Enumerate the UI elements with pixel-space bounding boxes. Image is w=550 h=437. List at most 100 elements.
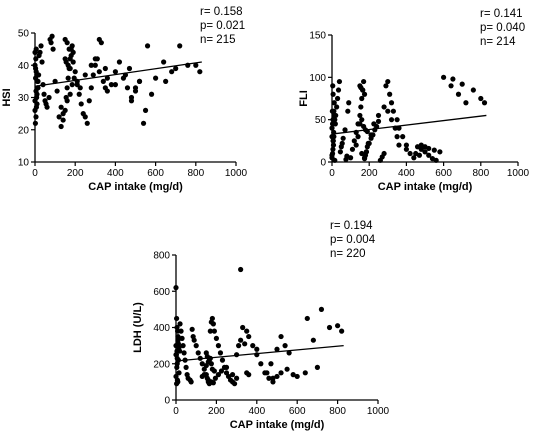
ldh-data-point [278,333,284,340]
fli-data-point [342,127,348,133]
hsi-data-point [72,69,78,75]
fli-data-point [426,152,432,158]
fli-data-point [345,108,351,114]
fli-data-point [481,100,488,106]
hsi-data-point [70,49,76,55]
ldh-data-point [326,324,333,331]
ldh-y-tick-label: 400 [153,323,170,334]
hsi-data-point [36,72,42,78]
fli-data-point [403,146,409,152]
hsi-data-point [65,75,71,81]
fli-x-tick-label: 400 [398,168,415,179]
hsi-data-point [177,43,183,49]
ldh-data-point [254,346,260,352]
fli-data-point [368,132,374,138]
hsi-data-point [193,62,199,68]
fli-data-point [363,149,370,155]
hsi-data-point [112,69,118,75]
ldh-data-point [180,343,186,349]
ldh-data-point [282,343,288,349]
fli-data-point [353,142,359,148]
fli-data-point [351,138,357,144]
ldh-data-point [286,350,292,356]
ldh-data-point [268,361,274,367]
fli-data-point [371,121,377,127]
fli-data-point [359,150,365,157]
hsi-data-point [77,85,83,91]
ldh-data-point [246,372,252,378]
fli-y-tick-label: 150 [309,31,326,42]
ldh-x-tick-label: 400 [248,406,265,417]
hsi-data-point [92,62,98,68]
hsi-data-point [98,40,104,46]
ldh-data-point [178,328,184,334]
fli-data-point [396,142,402,148]
ldh-data-point [231,381,238,387]
hsi-data-point [88,85,94,91]
ldh-y-axis-label: LDH (U/L) [132,302,144,353]
hsi-data-point [128,98,135,104]
hsi-data-point [108,82,114,88]
ldh-data-point [339,328,345,334]
hsi-data-point [69,82,75,88]
fli-data-point [385,108,391,114]
hsi-x-axis-label: CAP intake (mg/d) [88,181,183,193]
ldh-data-point [179,335,185,341]
ldh-data-point [229,372,236,378]
hsi-data-point [136,78,143,84]
fli-data-point [365,140,371,146]
hsi-data-point [66,46,72,52]
fli-y-ticks: 0 50 100 150 [309,31,332,169]
panel-fli: 0 200 400 600 800 1000 0 50 100 150 CAP intake (… [298,8,530,193]
fli-data-point [396,125,402,131]
fli-data-point [336,78,343,85]
hsi-fit-line [34,61,202,87]
fli-data-point [332,117,338,123]
ldh-y-tick-label: 800 [153,251,170,262]
ldh-data-point [215,343,222,349]
hsi-y-tick-label: 50 [18,29,30,40]
fli-stat-p: p= 0.040 [480,22,525,34]
ldh-data-point [310,337,316,343]
hsi-data-point [78,101,84,107]
hsi-x-tick-label: 600 [147,168,164,179]
hsi-data-point [70,59,76,65]
hsi-data-point [90,72,96,78]
hsi-x-tick-label: 1000 [225,168,248,179]
hsi-x-tick-label: 200 [67,168,84,179]
hsi-data-point [82,114,88,120]
ldh-data-point [174,364,180,370]
ldh-x-tick-label: 1000 [367,406,390,417]
fli-stat-n: n= 214 [480,36,516,48]
hsi-data-point [56,114,62,120]
hsi-data-point [64,98,70,104]
fli-data-point [361,155,368,161]
fli-data-point [330,83,336,89]
ldh-data-point [290,372,296,378]
hsi-stat-r: r= 0.158 [200,6,243,18]
hsi-data-point [67,65,73,72]
ldh-data-point [234,375,240,381]
hsi-data-point [163,78,169,84]
ldh-x-tick-label: 600 [289,406,306,417]
hsi-data-point [132,85,139,91]
ldh-data-point [238,266,244,273]
ldh-data-point [314,364,320,370]
fli-data-point [337,149,343,155]
fli-data-point [459,81,465,87]
ldh-data-point [264,370,270,376]
fli-x-tick-label: 1000 [507,168,530,179]
fli-x-tick-label: 0 [329,168,335,179]
ldh-x-tick-label: 800 [329,406,346,417]
hsi-data-point [38,43,44,49]
fli-data-point [455,91,462,97]
ldh-data-point [302,370,308,376]
fli-data-point [334,104,340,110]
hsi-data-point [126,65,133,72]
ldh-y-tick-label: 600 [153,287,170,298]
ldh-data-point [294,373,300,380]
ldh-x-tick-label: 0 [173,406,179,417]
ldh-data-point [181,350,187,356]
ldh-data-point [193,343,199,349]
